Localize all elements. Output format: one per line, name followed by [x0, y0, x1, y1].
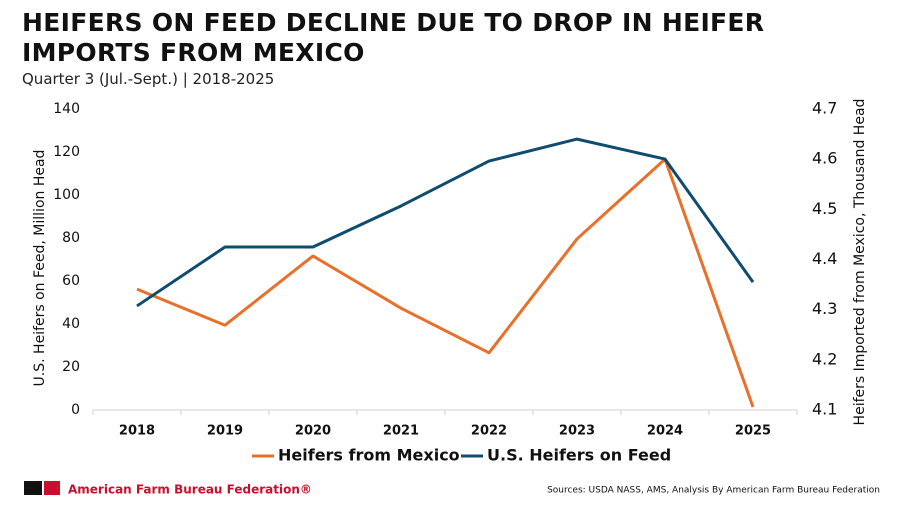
x-tick-label: 2019 — [207, 424, 243, 439]
x-tick-label: 2025 — [735, 424, 771, 439]
y2-tick-label: 4.5 — [812, 199, 837, 218]
line-series — [136, 157, 755, 408]
y-tick-label: 80 — [62, 230, 80, 246]
y-tick-label: 140 — [53, 101, 80, 117]
chart-subtitle: Quarter 3 (Jul.-Sept.) | 2018-2025 — [22, 70, 275, 88]
x-tick-label: 2018 — [119, 424, 155, 439]
y-tick-label: 40 — [62, 316, 80, 332]
y2-tick-label: 4.1 — [812, 400, 837, 419]
y-tick-label: 60 — [62, 273, 80, 289]
chart-title: HEIFERS ON FEED DECLINE DUE TO DROP IN H… — [22, 8, 765, 67]
source: Sources: USDA NASS, AMS, Analysis By Ame… — [547, 486, 880, 496]
y2-tick-label: 4.7 — [812, 99, 837, 118]
x-tick-label: 2021 — [383, 424, 419, 439]
x-tick-label: 2023 — [559, 424, 595, 439]
x-tick-label: 2022 — [471, 424, 507, 439]
y2-tick-label: 4.6 — [812, 149, 837, 168]
y-axis-title: U.S. Heifers on Feed, Million Head — [32, 150, 48, 387]
legend-label: U.S. Heifers on Feed — [487, 446, 671, 465]
y2-tick-label: 4.3 — [812, 299, 837, 318]
y-tick-label: 100 — [53, 187, 80, 203]
y-tick-label: 0 — [71, 402, 80, 418]
y2-tick-label: 4.4 — [812, 249, 837, 268]
y2-axis-title: Heifers Imported from Mexico, Thousand H… — [852, 99, 868, 426]
logo — [24, 481, 60, 495]
logo-mark — [44, 481, 60, 495]
line-series — [136, 137, 755, 308]
organization: American Farm Bureau Federation® — [68, 483, 312, 497]
legend-label: Heifers from Mexico — [278, 446, 460, 465]
logo-mark — [24, 481, 42, 495]
y-tick-label: 20 — [62, 359, 80, 375]
x-tick-label: 2024 — [647, 424, 683, 439]
y2-tick-label: 4.2 — [812, 349, 837, 368]
x-tick-label: 2020 — [295, 424, 331, 439]
y-tick-label: 120 — [53, 144, 80, 160]
